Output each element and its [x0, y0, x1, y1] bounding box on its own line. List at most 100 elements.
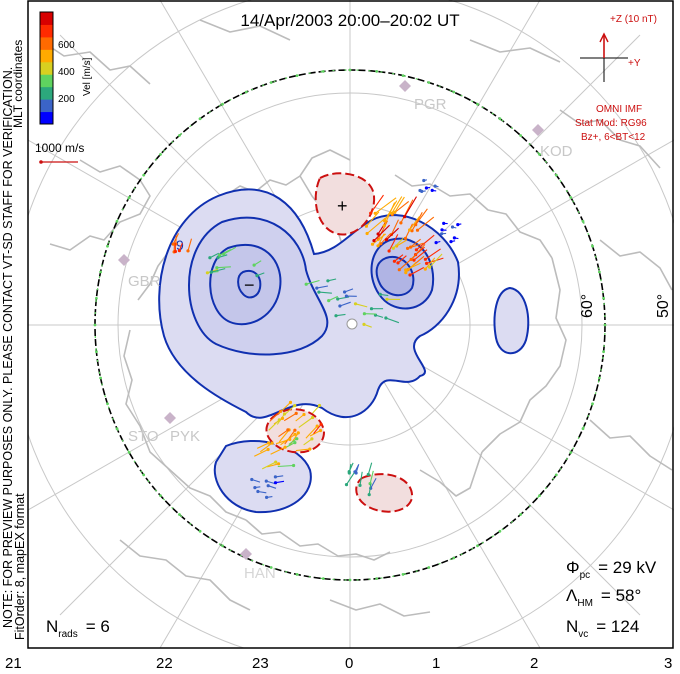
velocity-vector-origin [406, 246, 410, 250]
svg-text:Φpc= 29 kV: Φpc = 29 kV [566, 558, 657, 581]
velocity-vector-origin [423, 257, 427, 261]
boundary-vector [591, 244, 594, 248]
colorbar-cell [40, 99, 53, 113]
velocity-vector [400, 199, 414, 224]
boundary-vector [348, 68, 352, 72]
boundary-vector [375, 70, 379, 73]
mlt-label-23: 23 [252, 655, 269, 672]
velocity-vector-origin [434, 241, 438, 245]
radar-label-han: HAN [244, 565, 276, 582]
radar-site-gbr: GBR [118, 254, 161, 290]
negative-contour-4 [237, 270, 262, 299]
velocity-vector-origin [408, 228, 412, 232]
velocity-vector-origin [308, 447, 312, 451]
velocity-vector [267, 463, 279, 468]
velocity-vector [416, 234, 435, 251]
velocity-vector-origin [288, 437, 292, 441]
velocity-vector-origin [304, 282, 308, 286]
velocity-vector [413, 249, 428, 261]
colorbar-cell [40, 61, 53, 75]
velocity-vector-origin [414, 248, 418, 252]
radar-label-kod: KOD [540, 143, 573, 160]
velocity-vector-origin [277, 418, 281, 422]
boundary-vector [591, 402, 594, 406]
preview-note: NOTE: FOR PREVIEW PURPOSES ONLY. PLEASE … [1, 67, 15, 628]
velocity-vector-origin [358, 483, 362, 487]
boundary-vector [95, 296, 98, 300]
velocity-vector-origin [209, 270, 214, 274]
velocity-vector-origin [423, 267, 427, 271]
velocity-vector-origin [216, 256, 220, 260]
boundary-vector [498, 117, 502, 121]
velocity-vector [410, 238, 421, 248]
velocity-vector-origin [177, 249, 181, 253]
velocity-vector [216, 266, 231, 269]
velocity-vector-origin [253, 486, 257, 490]
velocity-vector [355, 303, 368, 308]
velocity-vector-origin [302, 412, 306, 417]
boundary-vector [581, 427, 585, 431]
boundary-vector [602, 296, 605, 300]
velocity-vector [394, 254, 404, 262]
boundary-vector [198, 529, 202, 533]
velocity-vector [411, 212, 423, 232]
boundary-vector [99, 270, 102, 274]
colorbar-cell [40, 36, 53, 50]
velocity-vector-origin [205, 271, 209, 275]
negative-contour-dawn-inner [375, 255, 415, 297]
velocity-vector-origin [384, 316, 388, 320]
svg-text:Nvc= 124: Nvc = 124 [566, 617, 639, 640]
velocity-vector [313, 423, 322, 434]
velocity-vector [277, 464, 294, 468]
latitude-label-60: 60° [579, 294, 596, 318]
boundary-vector [427, 566, 431, 569]
radar-sites: PGR KOD GBR STO PYK HAN [118, 80, 573, 582]
velocity-vector [397, 255, 407, 264]
velocity-vector-origin [336, 297, 340, 301]
velocity-vector-origin [186, 249, 190, 253]
velocity-vector [417, 216, 435, 231]
boundary-vector [598, 376, 601, 380]
boundary-vector [498, 529, 502, 533]
svg-text:Nrads= 6: Nrads = 6 [46, 617, 110, 640]
velocity-vector-origin [327, 299, 331, 303]
velocity-vector-origin [422, 178, 426, 183]
boundary-vector [452, 90, 456, 94]
velocity-vector-origin [256, 489, 260, 494]
stat-n-rads: Nrads = 6 [46, 617, 110, 640]
velocity-vector [394, 196, 405, 213]
velocity-vector-origin [293, 404, 297, 408]
mlt-label-0: 0 [345, 655, 353, 672]
velocity-vector-origin [364, 224, 368, 228]
colorbar-tick-200: 200 [58, 94, 75, 105]
imf-z-label: +Z (10 nT) [610, 14, 657, 25]
velocity-vector-origin [430, 188, 434, 192]
colorbar-cell [40, 111, 53, 125]
boundary-vector [569, 196, 573, 199]
latitude-label-50: 50° [655, 294, 672, 318]
velocity-vector [391, 219, 399, 235]
boundary-vector [99, 376, 102, 380]
boundary-vector [221, 102, 224, 106]
velocity-vector [404, 196, 417, 217]
velocity-vector-origin [376, 232, 380, 236]
velocity-vector-origin [382, 224, 386, 228]
velocity-vector-origin [266, 484, 270, 488]
velocity-vector-origin [270, 441, 274, 445]
velocity-vector-origin [294, 411, 298, 415]
velocity-vector [288, 438, 298, 445]
colorbar-cell [40, 49, 53, 63]
boundary-vector [127, 196, 131, 199]
velocity-vector [377, 220, 388, 240]
negative-potential-cell: − 9 [158, 188, 530, 514]
velocity-vector [295, 414, 305, 422]
velocity-vector-origin [326, 279, 330, 283]
boundary-vector [178, 134, 181, 137]
boundary-vector [401, 74, 405, 77]
boundary-vector [321, 70, 325, 73]
boundary-vector [198, 117, 202, 121]
boundary-vector [401, 573, 405, 576]
positive-contour-midnight [355, 473, 414, 513]
velocity-vector-origin [367, 493, 371, 497]
velocity-vector-origin [344, 483, 349, 487]
